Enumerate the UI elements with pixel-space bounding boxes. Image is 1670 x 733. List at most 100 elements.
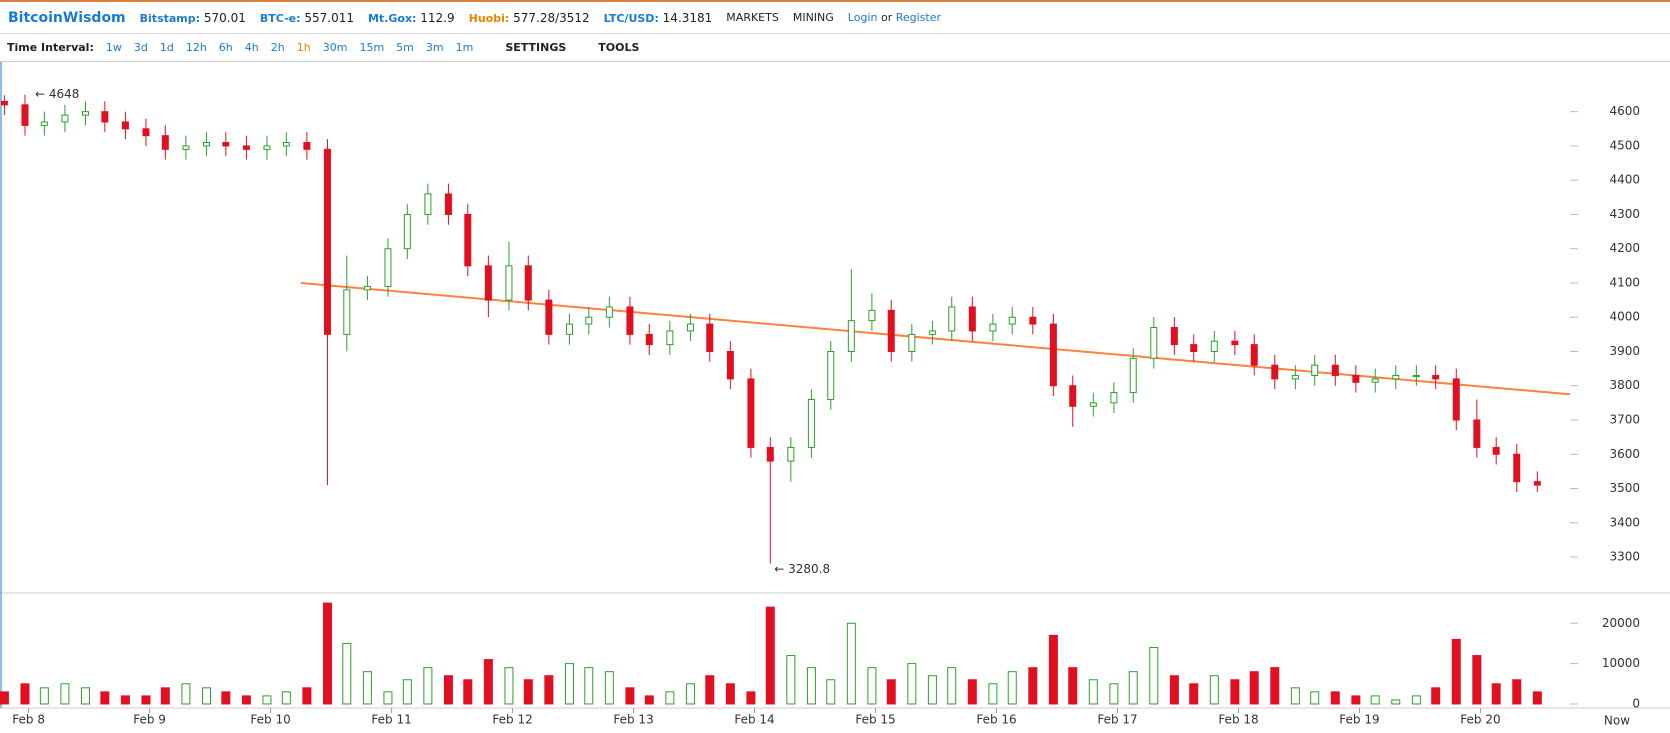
y-tick-label: 4000: [1609, 310, 1640, 324]
menu[interactable]: MINING: [792, 11, 834, 24]
volume-bar: [1491, 683, 1501, 705]
y-tick-label: 3300: [1609, 550, 1640, 564]
candle-body: [847, 320, 855, 352]
interval[interactable]: 3m: [425, 41, 444, 54]
candle-body: [101, 111, 109, 123]
interval[interactable]: 15m: [359, 41, 385, 54]
y-tick-label: 4500: [1609, 138, 1640, 152]
candle-body: [726, 350, 734, 380]
interval[interactable]: 1m: [455, 41, 474, 54]
volume-bar: [1330, 691, 1340, 705]
interval[interactable]: 4h: [244, 41, 259, 54]
volume-bar: [786, 655, 796, 705]
candle-body: [1452, 378, 1460, 421]
interval[interactable]: 1w: [105, 41, 122, 54]
candle-body: [1008, 316, 1016, 325]
x-tick-label: Feb 10: [250, 713, 290, 727]
volume-bar: [523, 679, 533, 705]
volume-bar: [1472, 655, 1482, 705]
ticker-label: Mt.Gox:: [367, 11, 417, 25]
candle-body: [585, 316, 593, 325]
candle-body: [605, 306, 613, 318]
volume-bar: [907, 663, 917, 705]
x-tick-label: Feb 8: [12, 713, 45, 727]
candle-body: [1029, 316, 1037, 325]
candle-body: [1352, 374, 1360, 383]
volume-bar: [1109, 683, 1119, 705]
menu[interactable]: MARKETS: [726, 11, 779, 24]
ticker-value: 14.3181: [662, 10, 713, 25]
volume-bar: [685, 683, 695, 705]
volume-bar: [80, 687, 90, 705]
volume-bar: [262, 695, 272, 705]
volume-bar: [241, 695, 251, 705]
volume-bar: [402, 679, 412, 705]
candle-body: [1473, 419, 1481, 448]
ticker-value: 577.28/3512: [513, 10, 590, 25]
candle-body: [505, 265, 513, 301]
volume-bar: [423, 667, 433, 705]
interval[interactable]: 3d: [133, 41, 148, 54]
candle-body: [666, 330, 674, 346]
x-tick-label: Feb 17: [1097, 713, 1137, 727]
y-tick-label: 3800: [1609, 378, 1640, 392]
min-label: ← 3280.8: [774, 562, 830, 576]
ticker: Huobi: 577.28/3512: [469, 11, 590, 25]
volume-bar: [1391, 699, 1401, 705]
volume-bar: [1451, 638, 1461, 705]
interval[interactable]: 5m: [396, 41, 414, 54]
interval[interactable]: 2h: [270, 41, 285, 54]
candle-body: [807, 398, 815, 448]
volume-bar: [1290, 687, 1300, 705]
y-tick-label: 3700: [1609, 412, 1640, 426]
candle-body: [202, 142, 210, 147]
login[interactable]: Login: [847, 11, 878, 24]
settings[interactable]: SETTINGS: [505, 41, 567, 54]
volume-bar: [1270, 667, 1280, 705]
volume-bar: [988, 683, 998, 705]
candle-body: [242, 145, 250, 150]
tools[interactable]: TOOLS: [598, 41, 640, 54]
candle-body: [908, 333, 916, 352]
y-tick-label: 3400: [1609, 515, 1640, 529]
volume-bar: [504, 667, 514, 705]
candle-body: [1129, 357, 1137, 394]
max-label: ← 4648: [35, 87, 79, 101]
candle-body: [121, 121, 129, 130]
register[interactable]: Register: [895, 11, 942, 24]
candle-body: [928, 330, 936, 335]
ticker-value: 570.01: [203, 10, 246, 25]
ticker: LTC/USD: 14.3181: [604, 11, 713, 25]
volume-bar: [644, 695, 654, 705]
candle-body: [424, 193, 432, 215]
volume-bar: [1068, 667, 1078, 705]
volume-bar: [302, 687, 312, 705]
candle-body: [1231, 340, 1239, 346]
candle-body: [222, 142, 230, 147]
volume-bar: [1149, 646, 1159, 705]
x-tick-label: Feb 18: [1218, 713, 1258, 727]
candle-body: [81, 111, 89, 116]
interval[interactable]: 1h: [296, 41, 311, 54]
interval[interactable]: 1d: [159, 41, 174, 54]
interval[interactable]: 12h: [185, 41, 207, 54]
x-tick-label: Feb 12: [492, 713, 532, 727]
interval[interactable]: 6h: [218, 41, 233, 54]
volume-bar: [39, 687, 49, 705]
volume-bar: [181, 683, 191, 705]
candle-body: [0, 100, 8, 106]
interval[interactable]: 30m: [322, 41, 348, 54]
candle-body: [766, 446, 774, 462]
brand[interactable]: BitcoinWisdom: [8, 9, 126, 26]
candle-body: [787, 446, 795, 462]
chart: 3300 3400 3500 3600 3700 3800 3900 4000 4100 4200…: [0, 62, 1670, 728]
candle-body: [1412, 374, 1420, 377]
now-label: Now: [1604, 714, 1630, 728]
volume-bar: [625, 687, 635, 705]
volume-bar: [1351, 695, 1361, 705]
candle-body: [263, 145, 271, 150]
ticker-label: Bitstamp:: [139, 11, 201, 25]
candle-body: [1291, 374, 1299, 380]
volume-bar: [1370, 695, 1380, 705]
